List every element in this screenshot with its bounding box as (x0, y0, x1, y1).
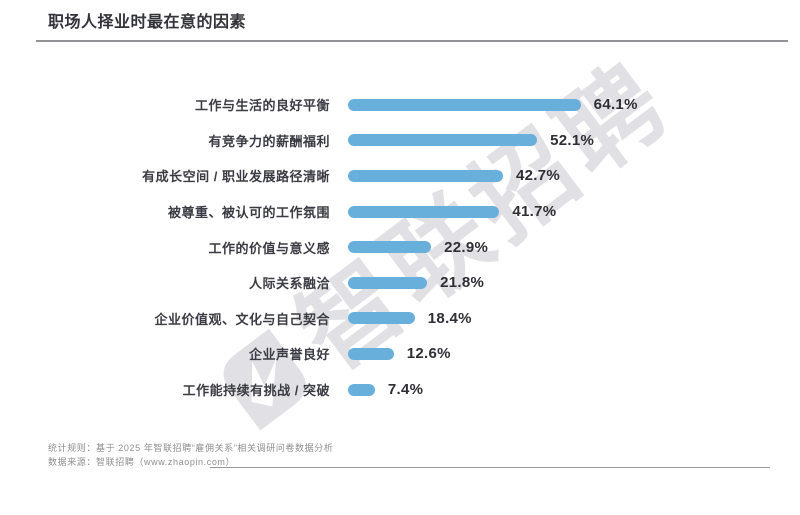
category-label: 工作的价值与意义感 (208, 240, 330, 256)
category-label: 企业声誉良好 (248, 347, 330, 363)
bar (348, 241, 432, 254)
category-label: 有成长空间 / 职业发展路径清晰 (142, 169, 330, 185)
bar-row: 工作与生活的良好平衡 64.1% (0, 87, 800, 123)
footer-data-source: 数据来源：智联招聘（www.zhaopin.com） (48, 457, 236, 467)
bar-row: 有竞争力的薪酬福利 52.1% (0, 123, 800, 159)
bar (348, 276, 428, 289)
bar-row: 有成长空间 / 职业发展路径清晰 42.7% (0, 158, 800, 194)
value-label: 7.4% (387, 381, 424, 399)
footer-divider (210, 467, 770, 468)
page-title: 职场人择业时最在意的因素 (48, 14, 247, 31)
bar-row: 被尊重、被认可的工作氛围 41.7% (0, 194, 800, 230)
category-label: 人际关系融洽 (248, 276, 330, 292)
bar-row: 人际关系融洽 21.8% (0, 265, 800, 301)
category-label: 工作能持续有挑战 / 突破 (182, 383, 330, 399)
bar-row: 企业价值观、文化与自己契合 18.4% (0, 301, 800, 337)
value-label: 52.1% (550, 131, 595, 149)
category-label: 企业价值观、文化与自己契合 (154, 311, 330, 327)
value-label: 41.7% (512, 203, 557, 221)
footer: 统计规则：基于 2025 年智联招聘“雇佣关系”相关调研问卷数据分析 数据来源：… (48, 441, 333, 469)
category-label: 有竞争力的薪酬福利 (208, 133, 330, 149)
bar (348, 312, 415, 325)
bar-row: 工作能持续有挑战 / 突破 7.4% (0, 372, 800, 408)
value-label: 18.4% (427, 309, 472, 327)
value-label: 21.8% (440, 274, 485, 292)
bar (348, 98, 581, 111)
bar (348, 169, 503, 182)
category-label: 被尊重、被认可的工作氛围 (167, 205, 330, 221)
bar (348, 347, 394, 360)
value-label: 22.9% (444, 238, 489, 256)
bar (348, 383, 375, 396)
bar (348, 205, 500, 218)
value-label: 64.1% (593, 96, 638, 114)
value-label: 12.6% (406, 345, 451, 363)
bar-row: 企业声誉良好 12.6% (0, 336, 800, 372)
title-divider (36, 40, 788, 42)
value-label: 42.7% (516, 167, 561, 185)
category-label: 工作与生活的良好平衡 (194, 98, 330, 114)
footer-stat-rule: 统计规则：基于 2025 年智联招聘“雇佣关系”相关调研问卷数据分析 (48, 443, 334, 453)
bar-row: 工作的价值与意义感 22.9% (0, 229, 800, 265)
bar-chart: 工作与生活的良好平衡 64.1% 有竞争力的薪酬福利 52.1% 有成长空间 / 职业发… (0, 87, 800, 407)
bar (348, 134, 538, 147)
